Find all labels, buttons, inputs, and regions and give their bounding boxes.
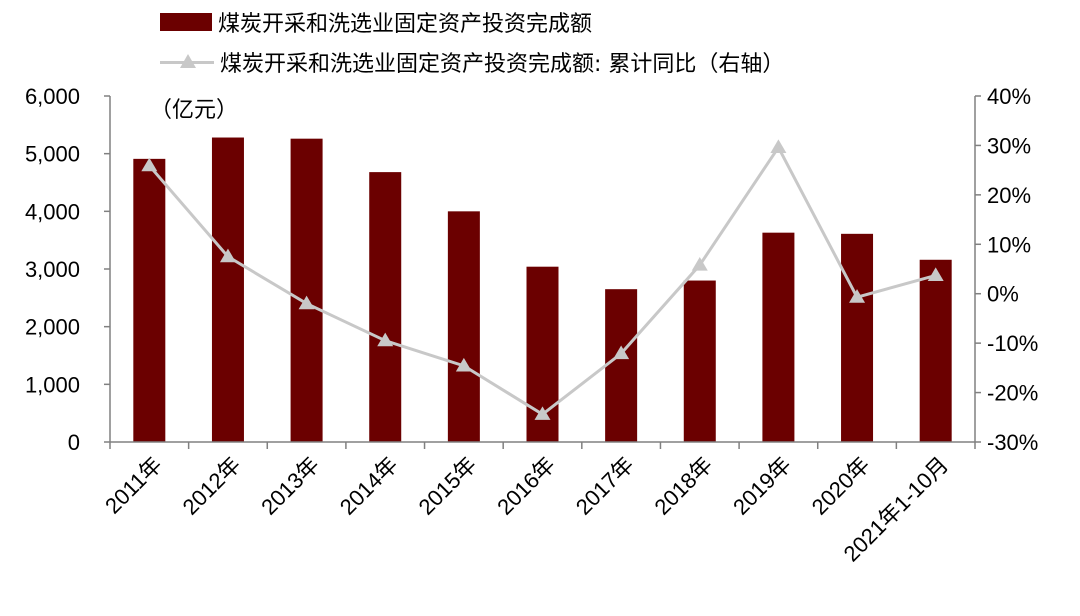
y-right-tick-label-2: -10% — [987, 331, 1038, 356]
bar-11 — [919, 259, 952, 442]
legend-line-label: 煤炭开采和洗选业固定资产投资完成额: 累计同比（右轴） — [220, 52, 785, 77]
bar-3 — [290, 138, 323, 442]
x-tick-label-1: 2011年 — [100, 452, 167, 519]
y-right-tick-label-6: 30% — [987, 133, 1031, 158]
x-tick-label-4: 2014年 — [335, 452, 403, 520]
x-tick-label-10: 2020年 — [807, 452, 875, 520]
y-right-tick-label-0: -30% — [987, 430, 1038, 455]
y-left-tick-label-2: 2,000 — [25, 315, 80, 340]
yoy-marker-10 — [849, 289, 866, 303]
bar-2 — [211, 137, 244, 442]
x-tick-label-2: 2012年 — [178, 452, 246, 520]
y-left-tick-label-1: 1,000 — [25, 372, 80, 397]
x-tick-label-7: 2017年 — [571, 452, 639, 520]
yoy-marker-3 — [298, 295, 315, 310]
y-right-tick-label-5: 20% — [987, 183, 1031, 208]
y-left-tick-label-0: 0 — [68, 430, 80, 455]
y-right-tick-label-3: 0% — [987, 282, 1019, 307]
legend-bar-entry: 煤炭开采和洗选业固定资产投资完成额 — [160, 6, 592, 38]
y-right-tick-label-7: 40% — [987, 84, 1031, 109]
y-left-unit-label: （亿元） — [150, 98, 239, 123]
legend-bar-swatch — [160, 13, 212, 31]
yoy-marker-2 — [219, 248, 236, 263]
y-left-tick-label-4: 4,000 — [25, 199, 80, 224]
yoy-marker-9 — [770, 139, 787, 154]
y-left-tick-label-3: 3,000 — [25, 257, 80, 282]
bar-9 — [762, 232, 795, 442]
y-left-tick-label-5: 5,000 — [25, 142, 80, 167]
x-tick-label-5: 2015年 — [414, 452, 482, 520]
bar-1 — [133, 158, 166, 442]
bar-8 — [683, 280, 716, 442]
x-tick-label-3: 2013年 — [256, 452, 324, 520]
y-left-tick-label-6: 6,000 — [25, 84, 80, 109]
yoy-marker-8 — [691, 257, 708, 271]
bar-4 — [369, 172, 402, 442]
yoy-marker-7 — [613, 345, 630, 360]
legend-line-entry: 煤炭开采和洗选业固定资产投资完成额: 累计同比（右轴） — [160, 46, 784, 78]
yoy-marker-11 — [927, 267, 944, 282]
yoy-marker-5 — [455, 357, 472, 372]
y-right-tick-label-1: -20% — [987, 381, 1038, 406]
x-tick-label-9: 2019年 — [728, 452, 796, 520]
x-tick-label-6: 2016年 — [492, 452, 560, 520]
legend-bar-label: 煤炭开采和洗选业固定资产投资完成额 — [218, 12, 593, 37]
yoy-marker-1 — [141, 157, 158, 172]
bar-10 — [841, 233, 874, 442]
x-tick-label-8: 2018年 — [649, 452, 717, 520]
yoy-marker-6 — [534, 406, 551, 420]
bar-7 — [605, 289, 638, 442]
bar-5 — [447, 211, 480, 442]
y-right-tick-label-4: 10% — [987, 232, 1031, 257]
yoy-marker-4 — [377, 332, 394, 347]
legend-line-swatch — [160, 53, 214, 71]
